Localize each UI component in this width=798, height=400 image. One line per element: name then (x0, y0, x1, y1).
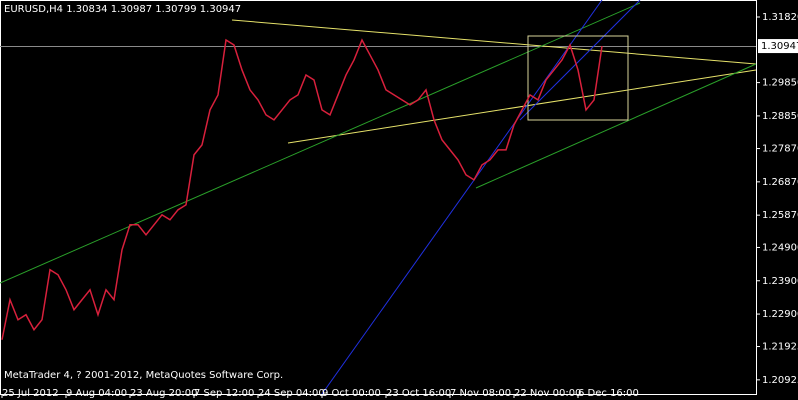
x-tick-label: 25 Jul 2012 (2, 388, 59, 399)
copyright: MetaTrader 4, ? 2001-2012, MetaQuotes So… (4, 370, 283, 381)
y-tick-label: 1.28850 (762, 111, 798, 122)
price-label-box (758, 39, 798, 54)
zone-box (527, 35, 629, 121)
price-series (1, 38, 603, 340)
y-tick-label: 1.27870 (762, 144, 798, 155)
y-tick-label: 1.22900 (762, 309, 798, 320)
y-tick-label: 1.31820 (762, 12, 798, 23)
x-tick-label: 9 Oct 00:00 (322, 388, 381, 399)
channel-line (0, 2, 641, 284)
y-tick-label: 1.21925 (762, 342, 798, 353)
x-tick-label: 9 Aug 04:00 (66, 388, 127, 399)
x-tick-label: 7 Sep 12:00 (194, 388, 254, 399)
y-tick-label: 1.26870 (762, 177, 798, 188)
y-tick-label: 1.20925 (762, 375, 798, 386)
y-tick-label: 1.23900 (762, 276, 798, 287)
x-tick-label: 24 Sep 04:00 (258, 388, 325, 399)
x-tick-label: 22 Nov 00:00 (514, 388, 581, 399)
y-tick-label: 1.25870 (762, 210, 798, 221)
x-tick-label: 7 Nov 08:00 (450, 388, 511, 399)
channel-line (321, 0, 603, 395)
trendline (231, 19, 757, 65)
plot-frame (0, 0, 757, 395)
y-tick-label: 1.29850 (762, 78, 798, 89)
channel-line (475, 63, 757, 189)
channel-line (519, 0, 641, 121)
trendline (287, 69, 757, 144)
price-label: 1.30947 (761, 41, 798, 52)
y-tick-label: 1.24900 (762, 242, 798, 253)
x-tick-label: 23 Aug 20:00 (130, 388, 197, 399)
x-tick-label: 6 Dec 16:00 (578, 388, 639, 399)
x-tick-label: 23 Oct 16:00 (386, 388, 451, 399)
chart-title: EURUSD,H4 1.30834 1.30987 1.30799 1.3094… (4, 4, 241, 15)
